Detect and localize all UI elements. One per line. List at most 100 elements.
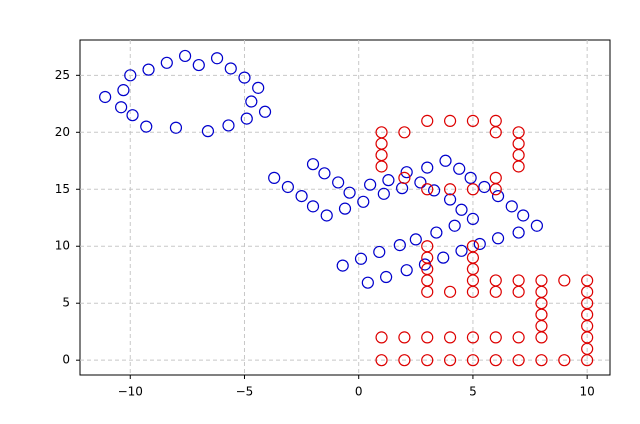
scatter-point — [437, 251, 450, 264]
scatter-point — [512, 354, 525, 367]
scatter-point — [338, 202, 352, 215]
y-tick-label: 10 — [55, 239, 70, 253]
scatter-point — [375, 148, 388, 162]
scatter-point — [421, 251, 434, 264]
scatter-point — [210, 52, 224, 65]
scatter-point — [443, 331, 457, 344]
scatter-point — [380, 270, 393, 284]
scatter-point — [375, 137, 388, 150]
scatter-point — [240, 112, 253, 125]
scatter-point — [421, 161, 434, 174]
scatter-point — [466, 331, 480, 344]
scatter-point — [558, 354, 571, 367]
scatter-point — [517, 209, 530, 222]
scatter-point — [453, 162, 466, 175]
scatter-point — [455, 203, 468, 216]
scatter-point — [489, 183, 502, 196]
x-tick-label: 5 — [469, 385, 477, 399]
scatter-point — [443, 354, 457, 367]
scatter-point — [512, 285, 525, 298]
scatter-point — [124, 69, 137, 82]
scatter-point — [512, 148, 525, 162]
scatter-point — [466, 212, 480, 225]
scatter-point — [414, 176, 427, 189]
scatter-point — [224, 62, 237, 75]
scatter-point — [535, 285, 548, 298]
scatter-point — [393, 239, 406, 252]
scatter-point — [427, 184, 441, 197]
scatter-point — [473, 237, 486, 251]
scatter-point — [443, 183, 457, 196]
scatter-point — [126, 109, 139, 122]
scatter-point — [512, 226, 525, 239]
scatter-point — [535, 274, 548, 287]
scatter-point — [491, 190, 505, 203]
scatter-point — [142, 63, 155, 76]
scatter-point — [396, 182, 409, 195]
scatter-point — [398, 354, 411, 367]
scatter-point — [295, 190, 308, 203]
scatter-point — [258, 105, 272, 118]
scatter-point — [332, 176, 345, 189]
scatter-point — [512, 331, 525, 344]
scatter-point — [430, 226, 443, 239]
scatter-point — [421, 114, 434, 128]
scatter-point — [377, 187, 390, 200]
scatter-point — [364, 178, 377, 191]
scatter-point — [357, 195, 370, 208]
scatter-point — [489, 126, 502, 139]
scatter-point — [466, 285, 480, 298]
scatter-point — [489, 114, 502, 128]
scatter-point — [512, 160, 525, 173]
scatter-point — [443, 193, 457, 206]
scatter-point — [400, 264, 413, 277]
scatter-point — [320, 209, 333, 222]
scatter-point — [140, 120, 153, 133]
scatter-point — [491, 232, 505, 245]
scatter-point — [466, 114, 480, 128]
scatter-point — [530, 219, 543, 232]
scatter-point — [238, 71, 251, 84]
scatter-point — [443, 114, 457, 128]
scatter-point — [505, 200, 518, 213]
scatter-point — [489, 171, 502, 184]
scatter-point — [400, 166, 413, 179]
scatter-point — [336, 259, 349, 272]
scatter-point — [535, 308, 548, 321]
scatter-point — [535, 319, 548, 333]
scatter-point — [409, 233, 422, 246]
scatter-point — [512, 137, 525, 150]
scatter-point — [581, 354, 594, 367]
scatter-point — [192, 58, 205, 72]
scatter-point — [354, 252, 368, 265]
scatter-point — [398, 171, 411, 184]
scatter-point — [252, 81, 265, 94]
scatter-point — [318, 167, 331, 180]
scatter-point — [306, 200, 320, 213]
scatter-point — [489, 331, 502, 344]
y-tick-label: 0 — [62, 353, 70, 367]
x-tick-label: 0 — [355, 385, 363, 399]
scatter-point — [466, 183, 480, 196]
scatter-point — [169, 121, 183, 134]
scatter-point — [375, 160, 388, 173]
scatter-point — [421, 183, 434, 196]
scatter-point — [512, 274, 525, 287]
scatter-point — [421, 285, 434, 298]
scatter-point — [455, 244, 468, 257]
scatter-point — [245, 95, 258, 108]
y-tick-label: 25 — [55, 68, 70, 82]
scatter-point — [382, 174, 395, 187]
scatter-point — [443, 285, 457, 298]
scatter-point — [268, 171, 281, 184]
scatter-point — [448, 219, 461, 232]
x-tick-label: 10 — [580, 385, 595, 399]
y-tick-label: 5 — [62, 296, 70, 310]
scatter-point — [178, 49, 192, 63]
scatter-point — [535, 331, 548, 344]
scatter-point — [489, 285, 502, 298]
scatter-point — [464, 171, 477, 184]
scatter-point — [478, 180, 491, 194]
scatter-point — [160, 56, 173, 69]
scatter-point — [489, 354, 502, 367]
